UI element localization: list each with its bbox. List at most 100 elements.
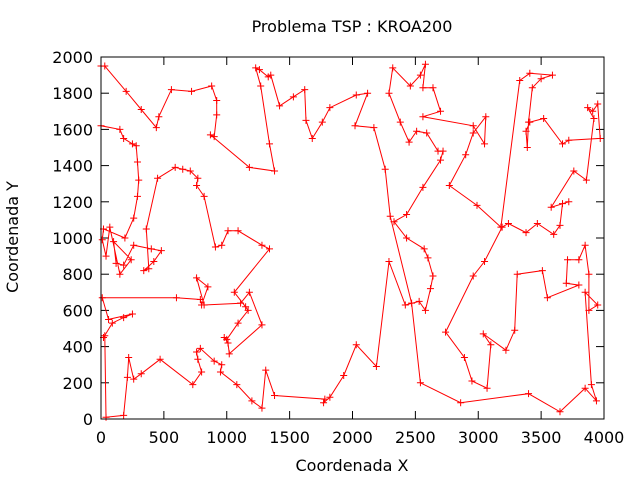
city-marker (538, 267, 546, 275)
city-marker (137, 105, 145, 113)
city-marker (481, 140, 489, 148)
city-marker (133, 158, 141, 166)
y-tick-label: 800 (62, 265, 93, 284)
city-marker (424, 254, 432, 262)
city-marker (120, 134, 128, 142)
city-marker (481, 258, 489, 266)
city-marker (321, 395, 329, 403)
city-marker (171, 163, 179, 171)
city-marker (437, 156, 445, 164)
city-marker (513, 270, 521, 278)
city-marker (582, 176, 590, 184)
city-marker (426, 285, 434, 293)
city-marker (516, 77, 524, 85)
city-marker (442, 328, 450, 336)
city-marker (502, 346, 510, 354)
city-marker (140, 267, 148, 275)
city-marker (351, 122, 359, 130)
city-marker (167, 86, 175, 94)
city-marker (308, 134, 316, 142)
city-marker (559, 140, 567, 148)
city-marker (565, 136, 573, 144)
city-marker (137, 370, 145, 378)
city-marker (522, 229, 530, 237)
axis-ticks: 0 500 1000 1500 2000 2500 3000 3500 4000 0 200 400 6… (52, 48, 624, 447)
city-marker (381, 165, 389, 173)
tour-route (100, 63, 601, 418)
x-tick-label: 500 (149, 428, 180, 447)
city-marker (224, 227, 232, 235)
city-marker (155, 113, 163, 121)
city-marker (128, 140, 136, 148)
city-marker (130, 214, 138, 222)
city-marker (405, 138, 413, 146)
city-marker (156, 355, 164, 363)
city-marker (234, 227, 242, 235)
city-marker (326, 393, 334, 401)
city-marker (267, 71, 275, 79)
city-marker (224, 339, 232, 347)
city-marker (266, 245, 274, 253)
city-marker (406, 82, 414, 90)
city-marker (585, 270, 593, 278)
y-tick-label: 2000 (52, 48, 93, 67)
city-marker (128, 310, 136, 318)
city-marker (596, 134, 604, 142)
city-marker (581, 288, 589, 296)
city-marker (218, 361, 226, 369)
city-marker (421, 306, 429, 314)
city-marker (145, 265, 153, 273)
city-marker (589, 107, 597, 115)
city-marker (526, 69, 534, 77)
city-marker (210, 357, 218, 365)
city-marker (257, 82, 265, 90)
city-marker (522, 127, 530, 135)
city-marker (102, 413, 110, 421)
city-marker (540, 115, 548, 123)
city-marker (420, 245, 428, 253)
city-marker (590, 115, 598, 123)
city-marker (208, 82, 216, 90)
city-marker (487, 341, 495, 349)
city-marker (157, 247, 165, 255)
y-tick-label: 400 (62, 338, 93, 357)
city-marker (340, 372, 348, 380)
city-marker (233, 381, 241, 389)
city-marker (419, 113, 427, 121)
city-marker (483, 384, 491, 392)
city-marker (585, 306, 593, 314)
city-marker (210, 133, 218, 141)
city-marker (252, 64, 260, 72)
city-marker (271, 167, 279, 175)
city-marker (504, 220, 512, 228)
city-marker (594, 301, 602, 309)
city-marker (372, 363, 380, 371)
city-marker (248, 397, 256, 405)
city-marker (413, 127, 421, 135)
city-marker (276, 102, 284, 110)
city-marker (188, 87, 196, 95)
city-marker (98, 294, 106, 302)
plot-frame (100, 56, 605, 420)
y-tick-label: 0 (83, 410, 93, 429)
city-marker (457, 399, 465, 407)
city-marker (301, 86, 309, 94)
city-marker (112, 259, 120, 267)
city-marker (245, 288, 253, 296)
city-marker (416, 379, 424, 387)
city-marker (116, 125, 124, 133)
city-marker (130, 241, 138, 249)
x-tick-label: 3500 (521, 428, 562, 447)
city-marker (196, 344, 204, 352)
city-marker (594, 100, 602, 108)
city-marker (385, 258, 393, 266)
city-marker (429, 84, 437, 92)
city-marker (123, 373, 131, 381)
city-marker (439, 147, 447, 155)
city-marker (135, 176, 143, 184)
city-marker (121, 234, 129, 242)
city-marker (469, 122, 477, 130)
city-marker (550, 230, 558, 238)
city-marker (419, 183, 427, 191)
city-marker (479, 330, 487, 338)
